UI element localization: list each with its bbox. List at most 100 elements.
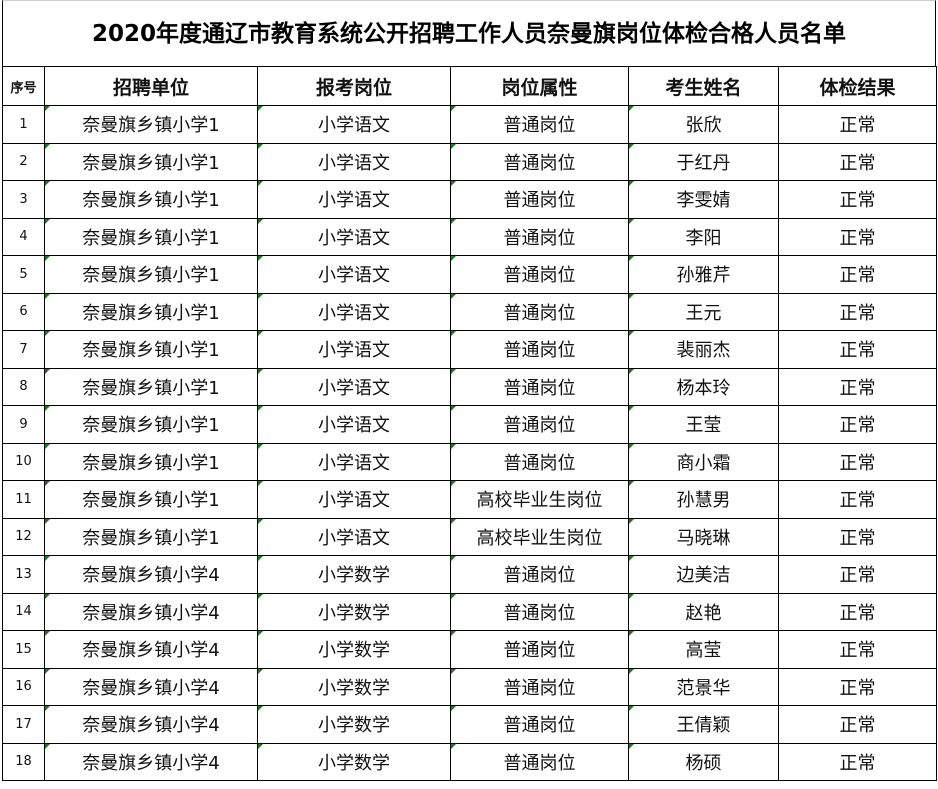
cell-unit[interactable]: 奈曼旗乡镇小学4 bbox=[44, 555, 258, 594]
cell-position[interactable]: 小学数学 bbox=[257, 592, 451, 631]
cell-position-type[interactable]: 普通岗位 bbox=[450, 555, 629, 594]
cell-position[interactable]: 小学数学 bbox=[257, 630, 451, 669]
cell-position-type[interactable]: 普通岗位 bbox=[450, 105, 629, 144]
cell-position-type[interactable]: 普通岗位 bbox=[450, 405, 629, 444]
cell-result[interactable]: 正常 bbox=[778, 742, 937, 781]
cell-position[interactable]: 小学语文 bbox=[257, 217, 451, 256]
cell-unit[interactable]: 奈曼旗乡镇小学1 bbox=[44, 292, 258, 331]
cell-result[interactable]: 正常 bbox=[778, 255, 937, 294]
cell-name[interactable]: 王倩颖 bbox=[628, 705, 779, 744]
cell-position-type[interactable]: 普通岗位 bbox=[450, 330, 629, 369]
cell-name[interactable]: 杨硕 bbox=[628, 742, 779, 781]
cell-seq[interactable]: 14 bbox=[2, 592, 45, 631]
cell-unit[interactable]: 奈曼旗乡镇小学1 bbox=[44, 142, 258, 181]
header-name[interactable]: 考生姓名 bbox=[628, 66, 779, 106]
cell-seq[interactable]: 6 bbox=[2, 292, 45, 331]
cell-name[interactable]: 杨本玲 bbox=[628, 367, 779, 406]
cell-position[interactable]: 小学语文 bbox=[257, 367, 451, 406]
cell-position-type[interactable]: 普通岗位 bbox=[450, 742, 629, 781]
cell-unit[interactable]: 奈曼旗乡镇小学1 bbox=[44, 255, 258, 294]
header-result[interactable]: 体检结果 bbox=[778, 66, 937, 106]
cell-unit[interactable]: 奈曼旗乡镇小学1 bbox=[44, 405, 258, 444]
cell-position-type[interactable]: 普通岗位 bbox=[450, 367, 629, 406]
cell-unit[interactable]: 奈曼旗乡镇小学1 bbox=[44, 517, 258, 556]
cell-result[interactable]: 正常 bbox=[778, 480, 937, 519]
page-title[interactable]: 2020年度通辽市教育系统公开招聘工作人员奈曼旗岗位体检合格人员名单 bbox=[2, 0, 936, 66]
cell-position[interactable]: 小学语文 bbox=[257, 480, 451, 519]
cell-position-type[interactable]: 普通岗位 bbox=[450, 592, 629, 631]
cell-result[interactable]: 正常 bbox=[778, 442, 937, 481]
cell-result[interactable]: 正常 bbox=[778, 217, 937, 256]
cell-position-type[interactable]: 普通岗位 bbox=[450, 705, 629, 744]
cell-position[interactable]: 小学语文 bbox=[257, 442, 451, 481]
cell-seq[interactable]: 8 bbox=[2, 367, 45, 406]
cell-position[interactable]: 小学语文 bbox=[257, 142, 451, 181]
cell-unit[interactable]: 奈曼旗乡镇小学1 bbox=[44, 105, 258, 144]
cell-result[interactable]: 正常 bbox=[778, 330, 937, 369]
cell-seq[interactable]: 16 bbox=[2, 667, 45, 706]
cell-result[interactable]: 正常 bbox=[778, 592, 937, 631]
cell-name[interactable]: 商小霜 bbox=[628, 442, 779, 481]
cell-name[interactable]: 于红丹 bbox=[628, 142, 779, 181]
cell-result[interactable]: 正常 bbox=[778, 292, 937, 331]
cell-unit[interactable]: 奈曼旗乡镇小学1 bbox=[44, 217, 258, 256]
cell-unit[interactable]: 奈曼旗乡镇小学1 bbox=[44, 330, 258, 369]
cell-seq[interactable]: 1 bbox=[2, 105, 45, 144]
cell-result[interactable]: 正常 bbox=[778, 517, 937, 556]
cell-position-type[interactable]: 普通岗位 bbox=[450, 217, 629, 256]
cell-name[interactable]: 张欣 bbox=[628, 105, 779, 144]
cell-name[interactable]: 王莹 bbox=[628, 405, 779, 444]
cell-seq[interactable]: 18 bbox=[2, 742, 45, 781]
cell-seq[interactable]: 3 bbox=[2, 180, 45, 219]
cell-unit[interactable]: 奈曼旗乡镇小学4 bbox=[44, 705, 258, 744]
cell-name[interactable]: 赵艳 bbox=[628, 592, 779, 631]
cell-unit[interactable]: 奈曼旗乡镇小学1 bbox=[44, 367, 258, 406]
cell-seq[interactable]: 5 bbox=[2, 255, 45, 294]
cell-seq[interactable]: 2 bbox=[2, 142, 45, 181]
cell-result[interactable]: 正常 bbox=[778, 630, 937, 669]
cell-seq[interactable]: 13 bbox=[2, 555, 45, 594]
cell-result[interactable]: 正常 bbox=[778, 667, 937, 706]
cell-name[interactable]: 范景华 bbox=[628, 667, 779, 706]
cell-unit[interactable]: 奈曼旗乡镇小学1 bbox=[44, 480, 258, 519]
cell-result[interactable]: 正常 bbox=[778, 142, 937, 181]
cell-position-type[interactable]: 普通岗位 bbox=[450, 255, 629, 294]
cell-seq[interactable]: 7 bbox=[2, 330, 45, 369]
cell-result[interactable]: 正常 bbox=[778, 705, 937, 744]
header-position-type[interactable]: 岗位属性 bbox=[450, 66, 629, 106]
cell-unit[interactable]: 奈曼旗乡镇小学4 bbox=[44, 592, 258, 631]
cell-position-type[interactable]: 普通岗位 bbox=[450, 667, 629, 706]
header-seq[interactable]: 序号 bbox=[2, 66, 45, 106]
cell-position-type[interactable]: 普通岗位 bbox=[450, 180, 629, 219]
cell-position[interactable]: 小学数学 bbox=[257, 705, 451, 744]
cell-seq[interactable]: 17 bbox=[2, 705, 45, 744]
cell-position[interactable]: 小学数学 bbox=[257, 742, 451, 781]
cell-result[interactable]: 正常 bbox=[778, 105, 937, 144]
cell-position-type[interactable]: 普通岗位 bbox=[450, 142, 629, 181]
cell-position[interactable]: 小学语文 bbox=[257, 180, 451, 219]
cell-position-type[interactable]: 普通岗位 bbox=[450, 292, 629, 331]
cell-name[interactable]: 李雯婧 bbox=[628, 180, 779, 219]
cell-position[interactable]: 小学语文 bbox=[257, 405, 451, 444]
cell-seq[interactable]: 4 bbox=[2, 217, 45, 256]
cell-seq[interactable]: 10 bbox=[2, 442, 45, 481]
cell-unit[interactable]: 奈曼旗乡镇小学1 bbox=[44, 442, 258, 481]
cell-result[interactable]: 正常 bbox=[778, 367, 937, 406]
cell-unit[interactable]: 奈曼旗乡镇小学4 bbox=[44, 742, 258, 781]
cell-name[interactable]: 边美洁 bbox=[628, 555, 779, 594]
cell-position[interactable]: 小学数学 bbox=[257, 555, 451, 594]
cell-unit[interactable]: 奈曼旗乡镇小学4 bbox=[44, 667, 258, 706]
cell-name[interactable]: 孙雅芹 bbox=[628, 255, 779, 294]
cell-position[interactable]: 小学数学 bbox=[257, 667, 451, 706]
header-unit[interactable]: 招聘单位 bbox=[44, 66, 258, 106]
cell-name[interactable]: 高莹 bbox=[628, 630, 779, 669]
cell-result[interactable]: 正常 bbox=[778, 555, 937, 594]
cell-seq[interactable]: 12 bbox=[2, 517, 45, 556]
cell-name[interactable]: 马晓琳 bbox=[628, 517, 779, 556]
cell-position-type[interactable]: 普通岗位 bbox=[450, 630, 629, 669]
cell-unit[interactable]: 奈曼旗乡镇小学1 bbox=[44, 180, 258, 219]
cell-seq[interactable]: 15 bbox=[2, 630, 45, 669]
cell-result[interactable]: 正常 bbox=[778, 405, 937, 444]
cell-position-type[interactable]: 高校毕业生岗位 bbox=[450, 480, 629, 519]
cell-seq[interactable]: 9 bbox=[2, 405, 45, 444]
